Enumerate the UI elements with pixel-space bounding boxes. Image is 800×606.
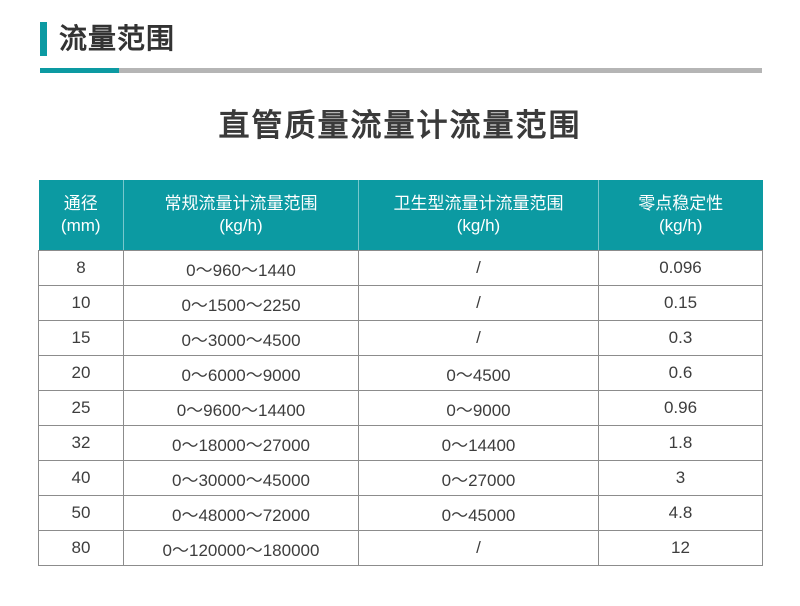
table-cell: 20: [38, 355, 124, 391]
divider: [40, 68, 762, 73]
table-row: 25 0～9600～14400 0～9000 0.96: [38, 390, 763, 426]
column-header-standard-flow-range: 常规流量计流量范围 (kg/h): [123, 180, 359, 251]
divider-gray-segment: [119, 68, 762, 73]
table-cell: 80: [38, 530, 124, 566]
table-cell: 0～30000～45000: [123, 460, 359, 496]
table-cell: 0～27000: [358, 460, 599, 496]
table-cell: 0～120000～180000: [123, 530, 359, 566]
column-header-unit: (kg/h): [456, 216, 501, 235]
table-cell: 0～45000: [358, 495, 599, 531]
table-cell: 0～9600～14400: [123, 390, 359, 426]
table-cell: 3: [598, 460, 763, 496]
table-cell: 25: [38, 390, 124, 426]
table-cell: 4.8: [598, 495, 763, 531]
table-row: 10 0～1500～2250/0.15: [38, 285, 763, 321]
table-cell: 32: [38, 425, 124, 461]
table-cell: /: [358, 250, 599, 286]
column-header-diameter: 通径 (mm): [38, 180, 124, 251]
column-header-sanitary-flow-range: 卫生型流量计流量范围 (kg/h): [358, 180, 599, 251]
table-cell: 0.15: [598, 285, 763, 321]
table-row: 50 0～48000～72000 0～45000 4.8: [38, 495, 763, 531]
table-cell: 0.3: [598, 320, 763, 356]
accent-bar: [40, 22, 47, 56]
table-cell: 0～3000～4500: [123, 320, 359, 356]
table-row: 8 0～960～1440/0.096: [38, 250, 763, 286]
table-body: 8 0～960～1440/0.096 10 0～1500～2250/0.15 15 0～3…: [38, 250, 763, 566]
table-cell: 1.8: [598, 425, 763, 461]
table-header-row: 通径 (mm) 常规流量计流量范围 (kg/h) 卫生型流量计流量范围 (kg/…: [38, 180, 763, 251]
table-cell: 40: [38, 460, 124, 496]
table-cell: 0～48000～72000: [123, 495, 359, 531]
table-cell: 0～14400: [358, 425, 599, 461]
column-header-label: 零点稳定性: [638, 194, 724, 213]
table-cell: /: [358, 320, 599, 356]
table-row: 15 0～3000～4500/0.3: [38, 320, 763, 356]
table-cell: 0.96: [598, 390, 763, 426]
page-title: 直管质量流量计流量范围: [218, 108, 582, 143]
table-row: 20 0～6000～9000 0～4500 0.6: [38, 355, 763, 391]
table-cell: /: [358, 285, 599, 321]
column-header-unit: (kg/h): [219, 216, 263, 235]
table-cell: 12: [598, 530, 763, 566]
column-header-label: 通径: [63, 194, 98, 213]
table-cell: 10: [38, 285, 124, 321]
table-cell: 0～960～1440: [123, 250, 359, 286]
table-cell: /: [358, 530, 599, 566]
section-header: 流量范围: [40, 21, 800, 57]
table-cell: 15: [38, 320, 124, 356]
column-header-unit: (kg/h): [659, 216, 703, 235]
section-title: 流量范围: [59, 23, 176, 54]
table-row: 80 0～120000～180000/12: [38, 530, 763, 566]
table-cell: 0.096: [598, 250, 763, 286]
table-cell: 0～1500～2250: [123, 285, 359, 321]
table-row: 32 0～18000～27000 0～14400 1.8: [38, 425, 763, 461]
column-header-unit: (mm): [60, 216, 101, 235]
flow-range-table: 通径 (mm) 常规流量计流量范围 (kg/h) 卫生型流量计流量范围 (kg/…: [38, 180, 763, 566]
column-header-zero-stability: 零点稳定性 (kg/h): [598, 180, 763, 251]
column-header-label: 常规流量计流量范围: [164, 194, 318, 213]
table-cell: 0.6: [598, 355, 763, 391]
divider-teal-segment: [40, 68, 119, 73]
column-header-label: 卫生型流量计流量范围: [393, 194, 564, 213]
table-cell: 50: [38, 495, 124, 531]
table-cell: 0～4500: [358, 355, 599, 391]
table-row: 40 0～30000～45000 0～27000 3: [38, 460, 763, 496]
table-cell: 0～18000～27000: [123, 425, 359, 461]
table-cell: 0～6000～9000: [123, 355, 359, 391]
table-cell: 0～9000: [358, 390, 599, 426]
table-cell: 8: [38, 250, 124, 286]
